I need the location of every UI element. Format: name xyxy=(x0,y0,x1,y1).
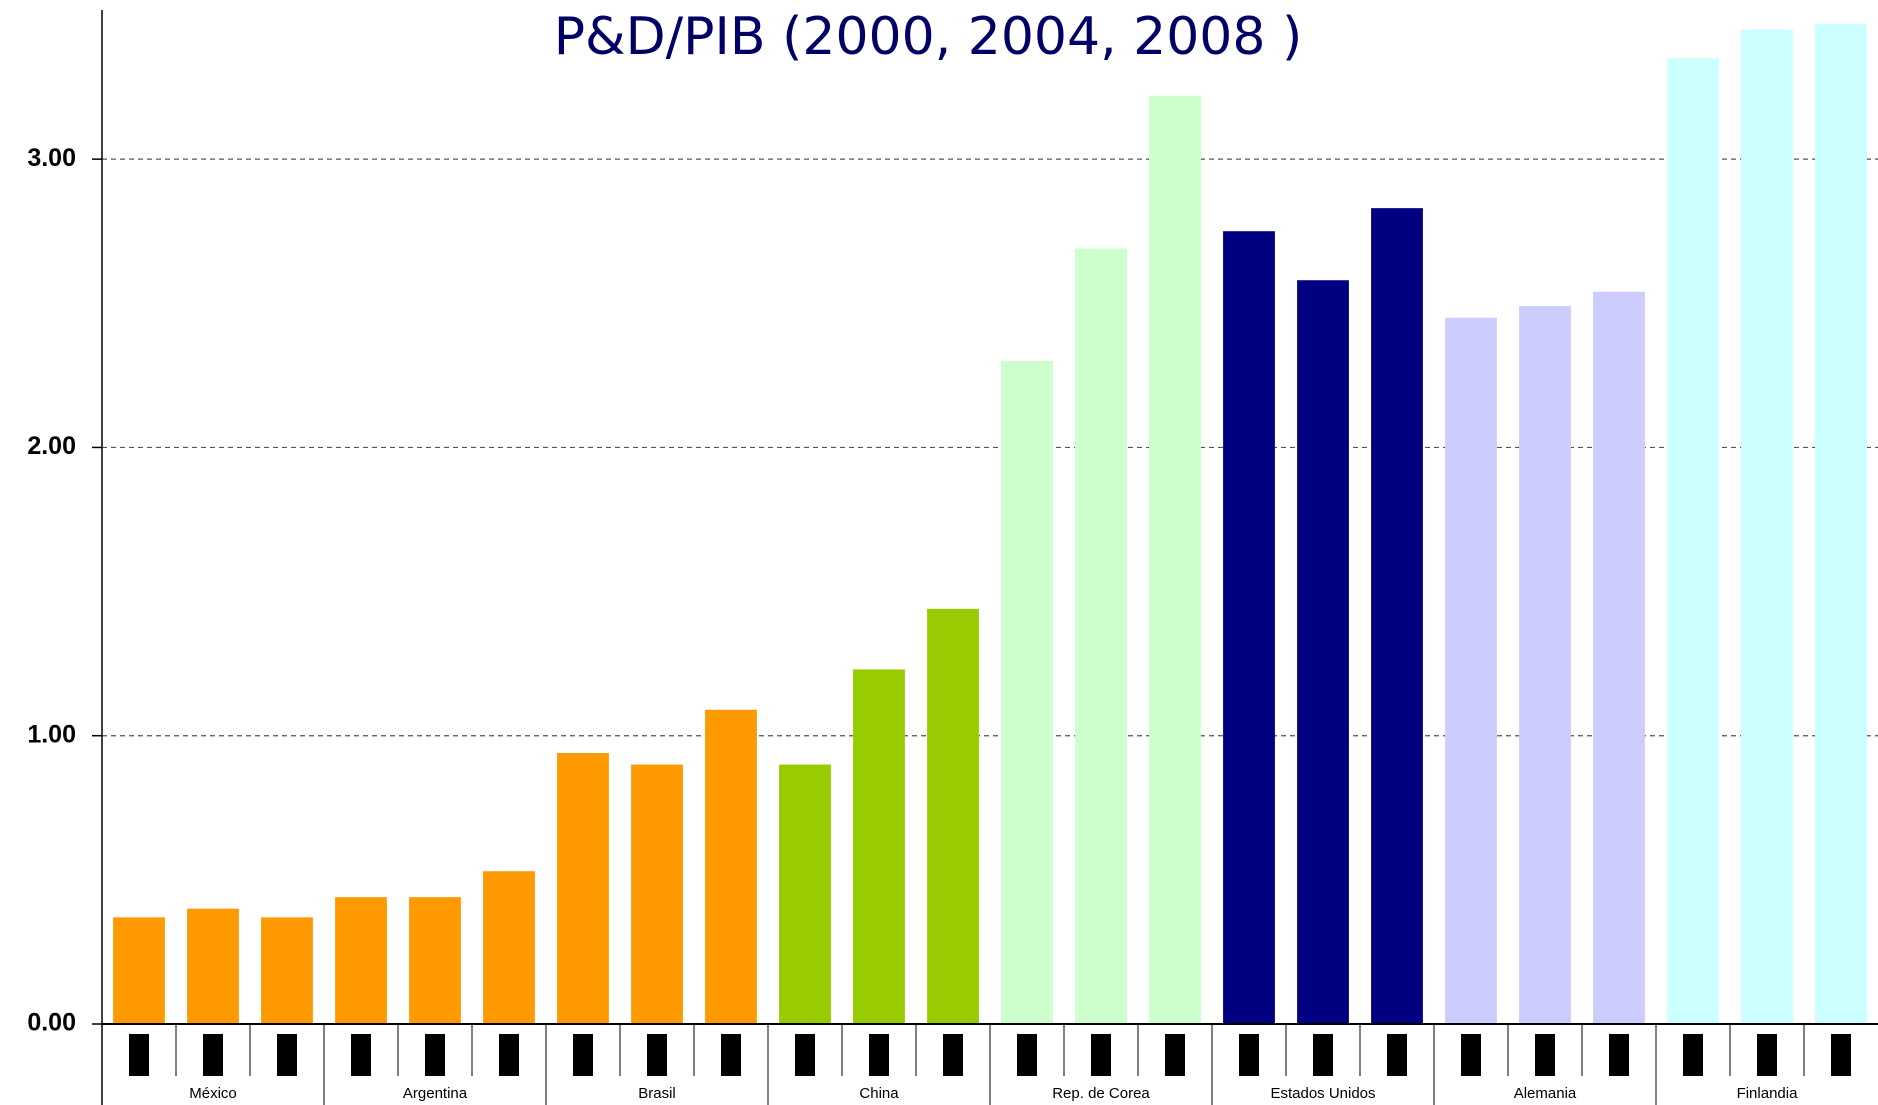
bar xyxy=(1149,95,1201,1025)
chart-title: P&D/PIB (2000, 2004, 2008 ) xyxy=(554,7,1303,67)
bar xyxy=(1815,23,1867,1025)
y-tick-label: 0.00 xyxy=(27,1009,76,1037)
bar xyxy=(927,608,979,1024)
label-placeholder xyxy=(425,1034,445,1076)
bar xyxy=(409,897,461,1024)
label-placeholder xyxy=(499,1034,519,1076)
category-label: Estados Unidos xyxy=(1270,1085,1375,1102)
label-placeholder xyxy=(647,1034,667,1076)
label-placeholder xyxy=(1239,1034,1259,1076)
bar xyxy=(853,669,905,1024)
label-placeholder xyxy=(943,1034,963,1076)
label-placeholder xyxy=(1017,1034,1037,1076)
bar xyxy=(1075,248,1127,1025)
bar xyxy=(1741,29,1793,1024)
label-placeholder xyxy=(795,1034,815,1076)
bar xyxy=(1001,360,1053,1024)
bar xyxy=(113,917,165,1024)
y-tick-label: 1.00 xyxy=(27,720,76,748)
bar xyxy=(1297,280,1349,1024)
category-label: Rep. de Corea xyxy=(1052,1085,1150,1102)
label-placeholder xyxy=(1757,1034,1777,1076)
label-placeholder xyxy=(351,1034,371,1076)
label-placeholder xyxy=(1535,1034,1555,1076)
label-placeholder xyxy=(1387,1034,1407,1076)
category-label: México xyxy=(189,1085,237,1102)
y-tick-label: 3.00 xyxy=(27,144,76,172)
category-label: Brasil xyxy=(638,1085,676,1102)
label-placeholder xyxy=(573,1034,593,1076)
category-label: China xyxy=(859,1085,899,1102)
label-placeholder xyxy=(277,1034,297,1076)
label-placeholder xyxy=(869,1034,889,1076)
bar xyxy=(557,753,609,1024)
category-label: Argentina xyxy=(403,1085,468,1102)
label-placeholder xyxy=(721,1034,741,1076)
label-placeholder xyxy=(203,1034,223,1076)
bar xyxy=(261,917,313,1024)
bar xyxy=(779,764,831,1024)
label-placeholder xyxy=(1313,1034,1333,1076)
bar xyxy=(1667,58,1719,1024)
bar xyxy=(1445,317,1497,1024)
bar xyxy=(631,764,683,1024)
bar xyxy=(187,908,239,1024)
bar xyxy=(1519,306,1571,1024)
label-placeholder xyxy=(1461,1034,1481,1076)
label-placeholder xyxy=(1165,1034,1185,1076)
label-placeholder xyxy=(1091,1034,1111,1076)
y-tick-label: 2.00 xyxy=(27,432,76,460)
bar xyxy=(1593,291,1645,1024)
category-label: Finlandia xyxy=(1737,1085,1799,1102)
category-label: Alemania xyxy=(1514,1085,1577,1102)
label-placeholder xyxy=(1831,1034,1851,1076)
label-placeholder xyxy=(1609,1034,1629,1076)
bar xyxy=(483,871,535,1024)
label-placeholder xyxy=(1683,1034,1703,1076)
bar xyxy=(705,709,757,1024)
bar xyxy=(335,897,387,1024)
bar xyxy=(1371,208,1423,1024)
label-placeholder xyxy=(129,1034,149,1076)
bar xyxy=(1223,231,1275,1024)
